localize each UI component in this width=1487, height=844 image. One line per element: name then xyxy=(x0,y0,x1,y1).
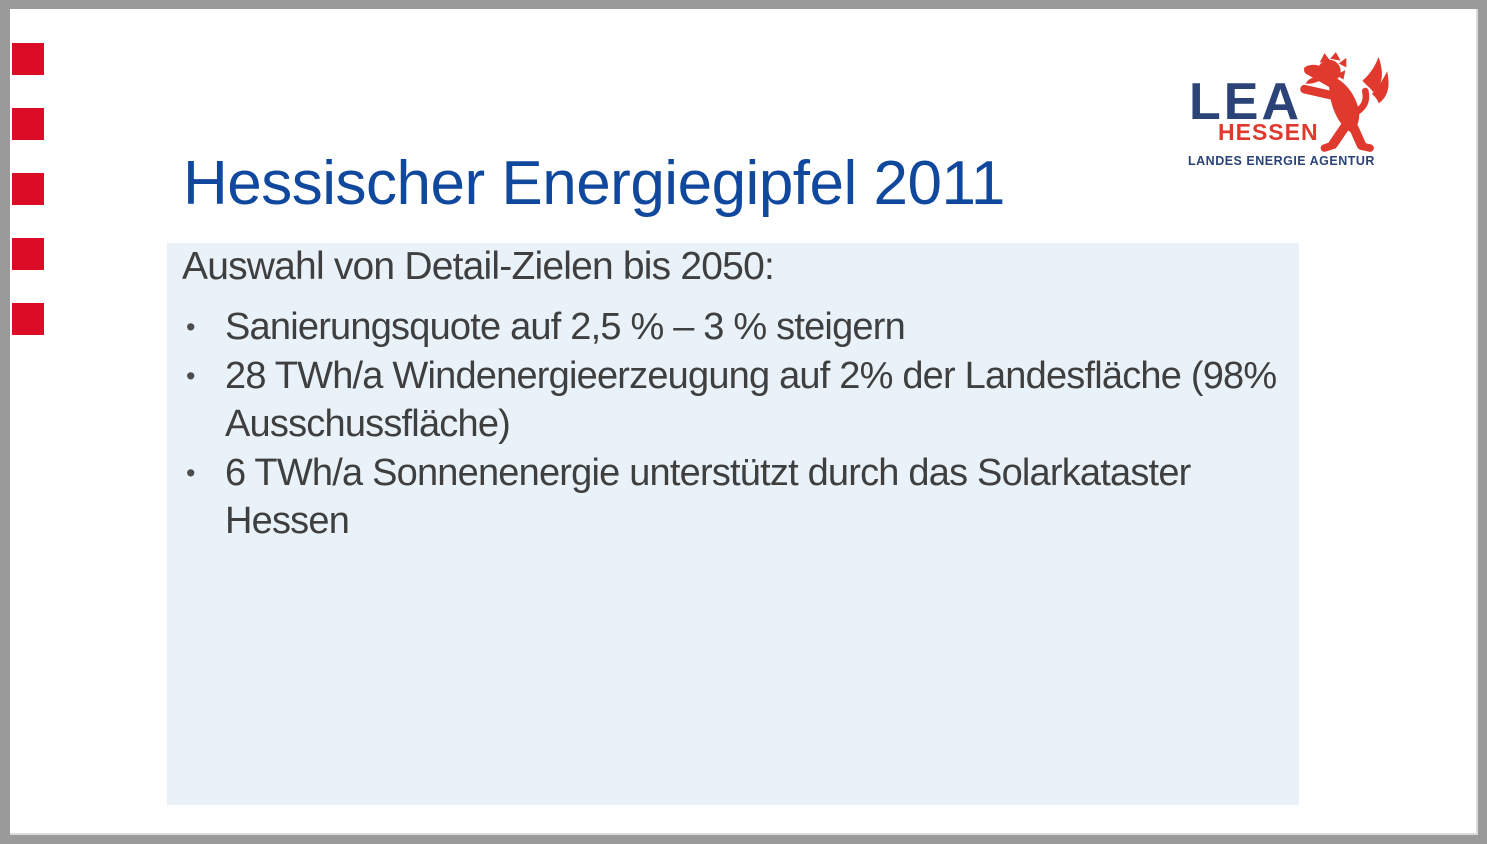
hessian-lion-icon xyxy=(1300,52,1389,152)
bullet-item: • 6 TWh/a Sonnenenergie unterstützt durc… xyxy=(182,449,1299,546)
bullet-marker: • xyxy=(186,457,196,488)
logo-tagline-text: LANDES ENERGIE AGENTUR xyxy=(1188,154,1375,168)
bullet-line: Ausschussfläche) xyxy=(225,403,511,445)
red-square xyxy=(12,108,44,140)
bullet-marker: • xyxy=(186,312,196,342)
logo-lea-text: LEA xyxy=(1189,73,1302,131)
bullet-line: Sanierungsquote auf 2,5 % – 3 % steigern xyxy=(225,306,906,348)
red-square xyxy=(12,303,44,335)
bullet-list: • Sanierungsquote auf 2,5 % – 3 % steige… xyxy=(182,303,1299,546)
bullet-marker: • xyxy=(186,360,196,391)
slide-title: Hessischer Energiegipfel 2011 xyxy=(183,149,1005,218)
bullet-line: 6 TWh/a Sonnenenergie unterstützt durch … xyxy=(225,451,1191,494)
bullet-item: • 28 TWh/a Windenergieerzeugung auf 2% d… xyxy=(182,352,1299,449)
logo-hessen-text: HESSEN xyxy=(1218,119,1319,145)
red-square xyxy=(12,43,44,75)
slide: Hessischer Energiegipfel 2011 LEA HESSEN… xyxy=(10,9,1478,835)
content-box: Auswahl von Detail-Zielen bis 2050: • Sa… xyxy=(167,243,1299,805)
bullet-line: 28 TWh/a Windenergieerzeugung auf 2% der… xyxy=(225,354,1277,397)
content-heading: Auswahl von Detail-Zielen bis 2050: xyxy=(182,245,775,288)
red-square xyxy=(12,173,44,205)
red-square xyxy=(12,238,44,270)
bullet-line: Hessen xyxy=(225,500,350,542)
bullet-item: • Sanierungsquote auf 2,5 % – 3 % steige… xyxy=(182,303,1299,352)
